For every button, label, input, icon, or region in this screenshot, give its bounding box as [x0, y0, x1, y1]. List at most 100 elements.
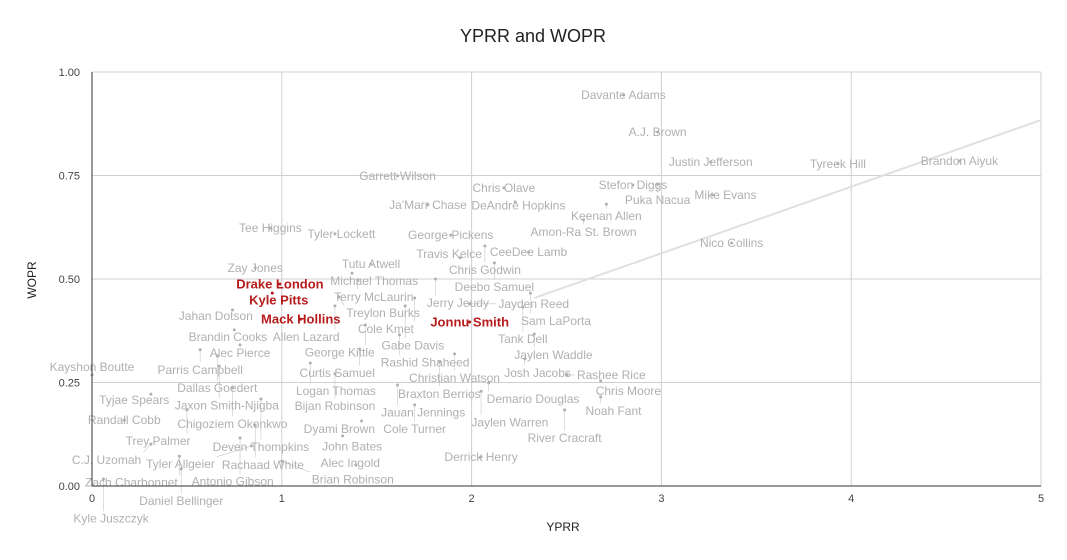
- data-label: John Bates: [322, 439, 382, 453]
- data-label: Mack Hollins: [261, 312, 340, 327]
- data-label: Demario Douglas: [487, 392, 580, 406]
- data-point: [333, 372, 337, 376]
- data-label: Jaylen Waddle: [514, 348, 593, 362]
- data-point: [333, 232, 337, 236]
- data-point: [299, 317, 303, 321]
- data-label: Brandon Aiyuk: [921, 154, 999, 168]
- data-point: [413, 403, 417, 407]
- data-point: [369, 262, 373, 266]
- data-label: Sam LaPorta: [521, 314, 591, 328]
- point-labels: Drake London Kyle Pitts Mack Hollins Jonnu …: [50, 88, 999, 525]
- data-point: [230, 386, 234, 390]
- data-point: [360, 419, 364, 423]
- axes: 0 1 2 3 4 5 0.00 0.25 0.50 0.75 1.00: [59, 67, 1044, 505]
- data-label: Amon-Ra St. Brown: [531, 225, 637, 239]
- label-leader-line: [142, 443, 152, 453]
- data-label: Michael Thomas: [330, 274, 418, 288]
- data-point: [483, 244, 487, 248]
- data-point: [563, 408, 567, 412]
- gridlines: [92, 71, 1042, 486]
- x-axis-label: YPRR: [546, 520, 580, 534]
- data-point: [426, 203, 430, 207]
- data-label: Nico Collins: [700, 236, 763, 250]
- data-label: Rashid Shaheed: [381, 356, 470, 370]
- data-label: Tutu Atwell: [342, 257, 400, 271]
- label-leader-lines: [103, 184, 658, 512]
- data-point: [492, 261, 496, 265]
- chart-title: YPRR and WOPR: [460, 26, 606, 46]
- data-point: [215, 354, 219, 358]
- data-label: Tank Dell: [498, 332, 547, 346]
- data-label: Bijan Robinson: [295, 399, 376, 413]
- data-point: [527, 250, 531, 254]
- data-point: [396, 174, 400, 178]
- data-point: [198, 348, 202, 352]
- data-point: [341, 434, 345, 438]
- data-point: [479, 389, 483, 393]
- y-tick-label: 0.50: [59, 274, 80, 286]
- data-point: [656, 182, 660, 186]
- data-label: Ja'Marr Chase: [389, 198, 467, 212]
- data-label: Dyami Brown: [304, 422, 375, 436]
- data-point: [513, 200, 517, 204]
- data-label: Jaylen Warren: [471, 415, 548, 429]
- data-label: George Kittle: [305, 346, 375, 360]
- data-label: Parris Campbell: [158, 363, 243, 377]
- data-point: [479, 455, 483, 459]
- data-point: [253, 423, 257, 427]
- x-tick-label: 2: [469, 493, 475, 505]
- data-label: A.J. Brown: [629, 125, 687, 139]
- data-point: [238, 343, 242, 347]
- data-label: Alec Pierce: [210, 346, 271, 360]
- label-leader-line: [338, 296, 345, 306]
- data-label: Dallas Goedert: [177, 381, 258, 395]
- data-label: Garrett Wilson: [359, 169, 436, 183]
- data-label: Davante Adams: [581, 88, 666, 102]
- data-label: CeeDee Lamb: [490, 245, 568, 259]
- data-label: Chigoziem Okonkwo: [177, 417, 287, 431]
- data-label: Cole Kmet: [358, 322, 415, 336]
- data-point: [337, 295, 341, 299]
- data-label: Deebo Samuel: [455, 280, 534, 294]
- data-label: C.J. Uzomah: [72, 453, 141, 467]
- data-point: [363, 323, 367, 327]
- data-point: [458, 256, 462, 260]
- data-label: Rachaad White: [222, 458, 304, 472]
- data-point: [179, 467, 183, 471]
- data-point: [217, 364, 221, 368]
- data-label: Tyreek Hill: [810, 157, 866, 171]
- data-point: [468, 302, 472, 306]
- data-point: [354, 463, 358, 467]
- data-label: Tyler Allgeier: [146, 457, 215, 471]
- data-point: [836, 162, 840, 166]
- data-label: Mike Evans: [694, 188, 756, 202]
- data-label: Justin Jefferson: [669, 155, 753, 169]
- data-point: [413, 296, 417, 300]
- data-label: Drake London: [236, 276, 323, 291]
- data-label: Christian Watson: [409, 371, 500, 385]
- data-label: Keenan Allen: [571, 209, 642, 223]
- data-label: Cole Turner: [383, 422, 446, 436]
- data-label: Curtis Samuel: [300, 366, 375, 380]
- data-point: [453, 352, 457, 356]
- data-point: [582, 218, 586, 222]
- data-point: [149, 392, 153, 396]
- data-point: [523, 357, 527, 361]
- data-label: Noah Fant: [585, 404, 642, 418]
- data-label: George Pickens: [408, 228, 493, 242]
- data-label: Alec Ingold: [321, 456, 380, 470]
- data-point: [270, 291, 274, 295]
- data-point: [521, 305, 525, 309]
- data-point: [711, 193, 715, 197]
- trendline: [533, 119, 1042, 299]
- data-label: Zach Charbonnet: [85, 476, 178, 490]
- data-point: [122, 418, 126, 422]
- data-label: Brian Robinson: [312, 473, 394, 487]
- data-label: Jerry Jeudy: [427, 296, 489, 310]
- data-point: [268, 226, 272, 230]
- data-label: Gabe Davis: [382, 339, 445, 353]
- data-point: [621, 93, 625, 97]
- data-point: [278, 282, 282, 286]
- data-point: [350, 271, 354, 275]
- label-leader-line: [216, 445, 252, 457]
